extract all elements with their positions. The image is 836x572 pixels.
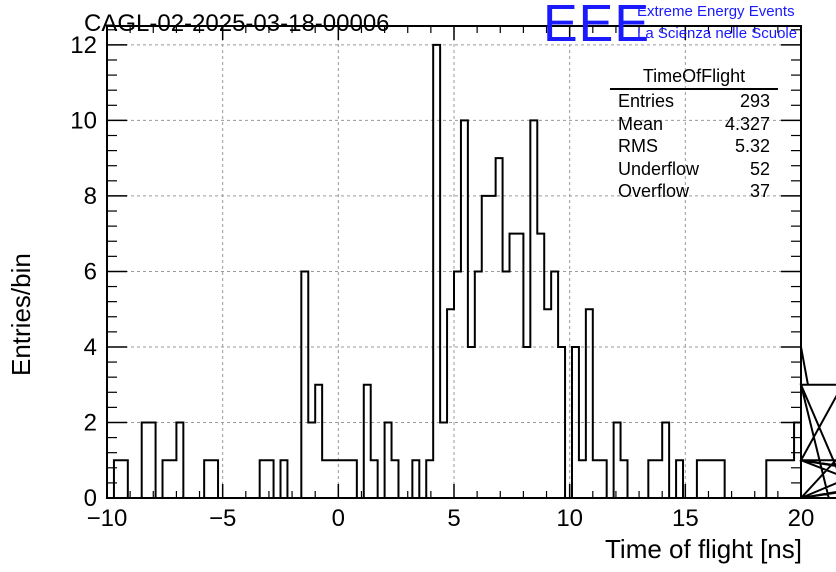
y-tick-label: 4 <box>84 334 97 361</box>
stats-value: 5.32 <box>734 136 770 156</box>
stats-row-entries: Entries 293 <box>610 90 778 113</box>
stats-label: RMS <box>618 136 658 156</box>
stats-label: Underflow <box>618 158 700 179</box>
x-tick-label: −10 <box>87 505 128 532</box>
stats-row-underflow: Underflow 52 <box>610 158 778 181</box>
axis-tick-labels: −10 −5 0 5 10 15 20 0 2 4 6 8 10 12 <box>70 32 814 532</box>
x-tick-label: 15 <box>672 505 699 532</box>
grid-lines <box>107 26 801 498</box>
stats-row-overflow: Overflow 37 <box>610 180 778 203</box>
stats-row-rms: RMS 5.32 <box>610 135 778 158</box>
logo-line-2: La Scienza nelle Scuole <box>637 25 798 42</box>
chart-title: CAGL-02-2025-03-18-00006 <box>84 10 390 37</box>
y-tick-label: 10 <box>70 107 97 134</box>
x-tick-label: 5 <box>447 505 460 532</box>
y-tick-label: 0 <box>84 485 97 512</box>
axis-ticks <box>106 26 802 499</box>
stats-value: 293 <box>739 91 770 111</box>
x-tick-label: 20 <box>788 505 815 532</box>
y-tick-label: 6 <box>84 258 97 285</box>
x-tick-label: 10 <box>556 505 583 532</box>
eee-logo: EEE <box>543 0 651 53</box>
stats-row-mean: Mean 4.327 <box>610 113 778 136</box>
x-tick-label: −5 <box>209 505 236 532</box>
stats-value: 4.327 <box>724 113 770 134</box>
stats-box: TimeOfFlight Entries 293 Mean 4.327 RMS … <box>610 66 778 203</box>
y-tick-label: 8 <box>84 183 97 210</box>
stats-label: Entries <box>618 91 675 111</box>
stats-value: 52 <box>749 158 770 179</box>
y-axis-label: Entries/bin <box>6 253 36 376</box>
y-tick-label: 2 <box>84 409 97 436</box>
stats-label: Overflow <box>618 181 690 201</box>
stats-value: 37 <box>749 181 770 201</box>
stats-label: Mean <box>618 113 664 134</box>
plot-frame <box>106 25 802 499</box>
x-axis-label: Time of flight [ns] <box>605 534 802 564</box>
y-tick-label: 12 <box>70 32 97 59</box>
x-tick-label: 0 <box>332 505 345 532</box>
logo-line-1: Extreme Energy Events <box>637 3 795 20</box>
stats-title: TimeOfFlight <box>610 66 778 90</box>
